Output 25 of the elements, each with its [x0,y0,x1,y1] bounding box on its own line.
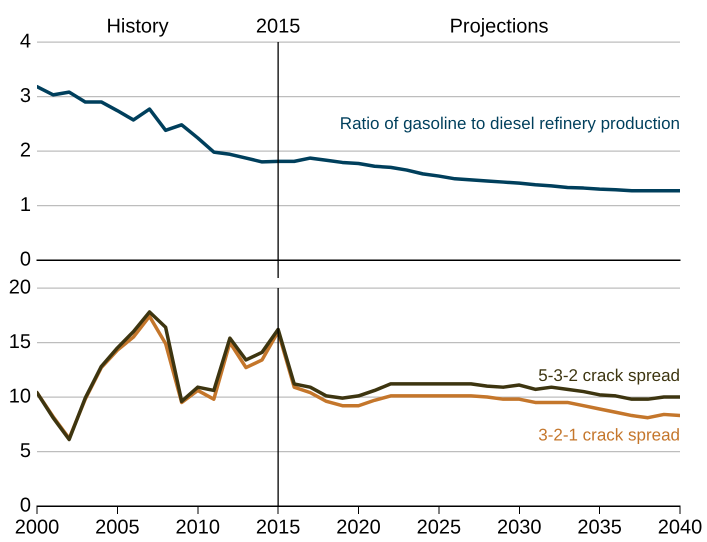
x-tick-label: 2025 [416,516,462,539]
y-tick-label: 10 [8,386,31,408]
series-label: 3-2-1 crack spread [538,426,680,445]
x-tick-label: 2015 [256,516,300,539]
x-tick-label: 2010 [176,516,220,539]
x-tick-label: 2020 [336,516,381,539]
ref-line-label: 2015 [256,16,300,38]
y-tick-label: 0 [20,248,31,271]
text: History [106,16,169,38]
x-tick-label: 2040 [658,516,702,539]
y-tick-label: 3 [20,85,31,108]
y-tick-label: 1 [20,194,31,216]
x-tick-label: 2000 [14,516,60,539]
y-tick-label: 2 [20,140,31,162]
y-tick-label: 5 [20,440,31,462]
x-tick-label: 2030 [497,516,542,539]
series-label: Ratio of gasoline to diesel refinery production [340,114,680,133]
x-tick-label: 2005 [95,516,140,539]
series-label: 5-3-2 crack spread [538,366,680,386]
x-tick-label: 2035 [577,516,622,539]
y-tick-label: 4 [20,30,31,53]
y-tick-label: 0 [20,494,31,517]
y-tick-label: 20 [8,276,31,299]
text: Projections [450,16,549,38]
y-tick-label: 15 [8,331,31,354]
